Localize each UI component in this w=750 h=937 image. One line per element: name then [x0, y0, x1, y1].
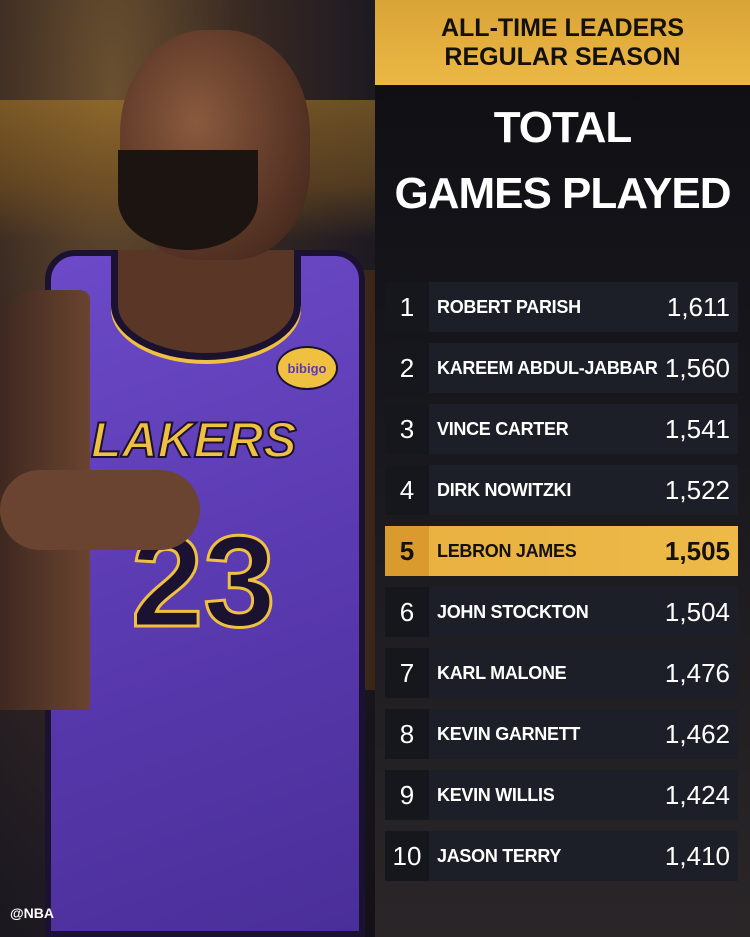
- jersey-collar: [111, 250, 301, 360]
- rank: 1: [385, 282, 429, 332]
- leaders-panel: ALL-TIME LEADERS REGULAR SEASON TOTAL GA…: [375, 0, 750, 937]
- leader-row: 5 LEBRON JAMES 1,505: [385, 526, 738, 576]
- player-name: DIRK NOWITZKI: [437, 479, 572, 500]
- rank: 7: [385, 648, 429, 698]
- games-played: 1,424: [664, 779, 730, 810]
- player-name: JOHN STOCKTON: [437, 601, 589, 622]
- games-played: 1,560: [664, 352, 730, 383]
- nba-watermark: @NBA: [10, 905, 54, 921]
- leader-row: 2 KAREEM ABDUL-JABBAR 1,560: [385, 343, 738, 393]
- games-played: 1,541: [664, 413, 730, 444]
- rank: 2: [385, 343, 429, 393]
- rank: 8: [385, 709, 429, 759]
- player-hand: [0, 470, 200, 550]
- leader-row: 1 ROBERT PARISH 1,611: [385, 282, 738, 332]
- header-line1: ALL-TIME LEADERS: [440, 13, 685, 42]
- leader-row: 10 JASON TERRY 1,410: [385, 831, 738, 881]
- leader-row: 3 VINCE CARTER 1,541: [385, 404, 738, 454]
- games-played: 1,476: [664, 657, 730, 688]
- player-name: VINCE CARTER: [437, 418, 569, 439]
- leader-row: 8 KEVIN GARNETT 1,462: [385, 709, 738, 759]
- jersey: bibigo LAKERS 23: [45, 250, 365, 937]
- player-name: KEVIN WILLIS: [437, 784, 555, 805]
- jersey-wordmark: LAKERS: [90, 411, 298, 469]
- player-beard: [118, 150, 258, 250]
- player-name: ROBERT PARISH: [437, 296, 581, 317]
- rank: 6: [385, 587, 429, 637]
- games-played: 1,505: [664, 535, 730, 566]
- player-name: KEVIN GARNETT: [437, 723, 581, 744]
- games-played: 1,504: [664, 596, 730, 627]
- leader-row: 7 KARL MALONE 1,476: [385, 648, 738, 698]
- rank: 9: [385, 770, 429, 820]
- player-name: LEBRON JAMES: [437, 540, 577, 561]
- leader-row: 9 KEVIN WILLIS 1,424: [385, 770, 738, 820]
- player-name: KAREEM ABDUL-JABBAR: [437, 357, 658, 378]
- player-name: KARL MALONE: [437, 662, 567, 683]
- player-name: JASON TERRY: [437, 845, 562, 866]
- header-banner: ALL-TIME LEADERS REGULAR SEASON: [375, 0, 750, 85]
- rank: 5: [385, 526, 429, 576]
- rank: 10: [385, 831, 429, 881]
- title-line2: GAMES PLAYED: [394, 169, 731, 218]
- header-line2: REGULAR SEASON: [444, 42, 681, 71]
- games-played: 1,611: [666, 291, 730, 322]
- games-played: 1,522: [664, 474, 730, 505]
- title-line1: TOTAL: [493, 103, 633, 152]
- player-photo: bibigo LAKERS 23 @NBA: [0, 0, 375, 937]
- games-played: 1,462: [664, 718, 730, 749]
- rank: 4: [385, 465, 429, 515]
- games-played: 1,410: [664, 840, 730, 871]
- leader-row: 4 DIRK NOWITZKI 1,522: [385, 465, 738, 515]
- rank: 3: [385, 404, 429, 454]
- leader-row: 6 JOHN STOCKTON 1,504: [385, 587, 738, 637]
- page-title: TOTAL GAMES PLAYED: [375, 95, 750, 227]
- sponsor-patch: bibigo: [276, 346, 338, 390]
